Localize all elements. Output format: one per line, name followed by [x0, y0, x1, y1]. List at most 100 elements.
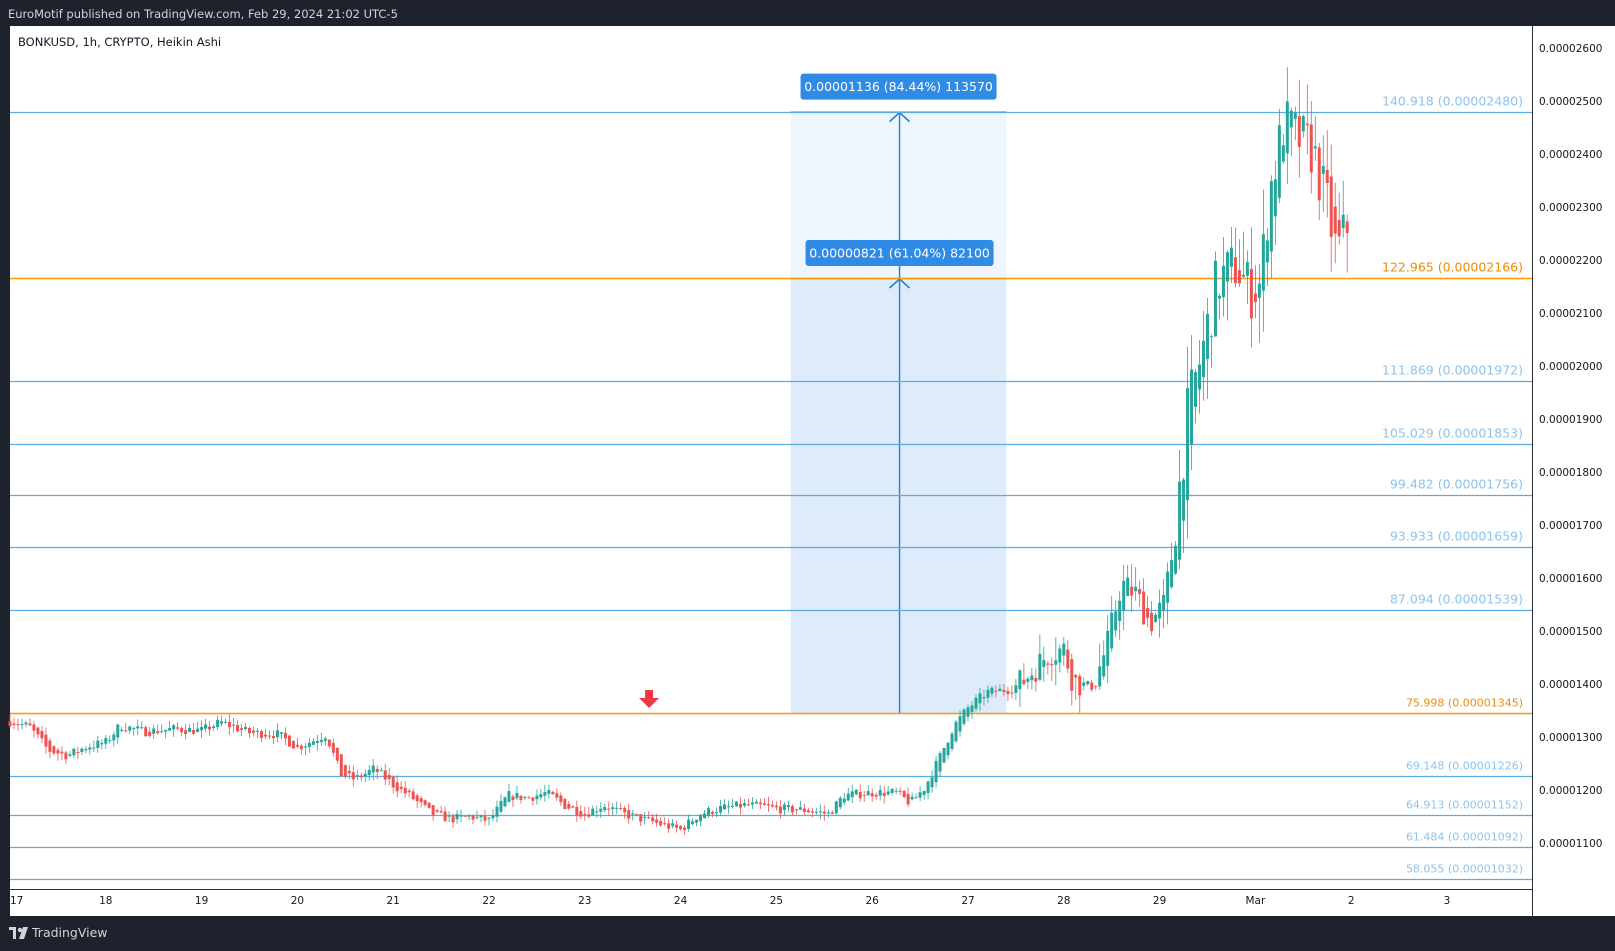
- candle-body: [1217, 295, 1221, 299]
- candle-body: [575, 806, 579, 816]
- candle-body: [770, 804, 774, 807]
- candle-body: [487, 817, 491, 819]
- fib-level-label: 61.484 (0.00001092): [1406, 831, 1523, 844]
- candle-body: [850, 791, 854, 798]
- measure-label-bg: [800, 73, 997, 100]
- candle-body: [970, 705, 974, 713]
- price-tick-label: 0.00002500: [1539, 96, 1602, 108]
- candle-body: [132, 728, 136, 730]
- candle-body: [1006, 690, 1010, 695]
- candle-body: [116, 724, 120, 738]
- candle-body: [148, 731, 152, 736]
- fib-levels[interactable]: 140.918 (0.00002480) 122.965 (0.00002166)…: [10, 94, 1532, 881]
- tradingview-brand[interactable]: TradingView: [32, 925, 108, 940]
- candle-body: [1221, 265, 1225, 298]
- candle-body: [1261, 234, 1265, 291]
- candle-body: [32, 724, 36, 731]
- candle-body: [978, 693, 982, 704]
- candle-body: [319, 739, 323, 743]
- candle-body: [1130, 586, 1134, 596]
- candle-body: [419, 798, 423, 803]
- candle-body: [236, 725, 240, 732]
- candle-body: [255, 730, 259, 732]
- candle-body: [1054, 660, 1058, 665]
- price-tick-label: 0.00001400: [1539, 679, 1602, 691]
- candle-body: [738, 803, 742, 808]
- price-tick-label: 0.00002000: [1539, 361, 1602, 373]
- candle-body: [20, 724, 24, 726]
- candle-body: [1190, 369, 1194, 445]
- candle-body: [279, 732, 283, 734]
- candle-body: [1170, 560, 1174, 588]
- candle-body: [523, 797, 527, 799]
- candle-body: [1026, 678, 1030, 682]
- time-tick-label: 20: [291, 895, 304, 907]
- candle-body: [679, 826, 683, 830]
- candle-body: [1194, 372, 1198, 407]
- candle-body: [84, 748, 88, 751]
- candle-body: [1098, 666, 1102, 687]
- candle-body: [112, 734, 116, 741]
- candle-body: [495, 806, 499, 817]
- candle-body: [683, 827, 687, 831]
- candle-body: [1325, 169, 1329, 183]
- tradingview-logo-icon[interactable]: [8, 925, 34, 941]
- candle-body: [750, 802, 754, 805]
- candle-body: [411, 791, 415, 800]
- candle-body: [188, 727, 192, 733]
- candle-body: [52, 746, 56, 754]
- candle-body: [224, 721, 228, 723]
- candle-body: [990, 687, 994, 694]
- candle-body: [311, 741, 315, 745]
- candle-body: [499, 800, 503, 812]
- price-tick-label: 0.00002100: [1539, 308, 1602, 320]
- candle-body: [1106, 630, 1110, 666]
- candle-body: [1337, 220, 1341, 237]
- candle-body: [1050, 664, 1054, 666]
- candle-body: [415, 795, 419, 802]
- price-tick-label: 0.00001100: [1539, 838, 1602, 850]
- candle-body: [543, 792, 547, 796]
- candle-body: [1134, 586, 1138, 592]
- candle-body: [515, 792, 519, 799]
- time-tick-label: 23: [578, 895, 591, 907]
- candle-body: [547, 789, 551, 794]
- candle-body: [1022, 679, 1026, 684]
- candle-body: [104, 738, 108, 744]
- candle-body: [68, 754, 72, 756]
- candle-body: [774, 805, 778, 808]
- measurement-zone[interactable]: [790, 111, 1007, 714]
- candle-body: [192, 729, 196, 734]
- candle-body: [228, 722, 232, 728]
- time-tick-label: 27: [961, 895, 974, 907]
- publication-header: EuroMotif published on TradingView.com, …: [0, 0, 1615, 26]
- candle-body: [659, 821, 663, 826]
- candle-body: [727, 806, 730, 808]
- candle-body: [180, 728, 184, 733]
- candle-body: [786, 805, 790, 808]
- candle-body: [108, 739, 112, 741]
- candle-body: [1034, 677, 1038, 682]
- candle-body: [858, 792, 862, 799]
- candle-body: [830, 812, 834, 814]
- candle-body: [275, 730, 279, 738]
- candle-body: [1281, 145, 1285, 162]
- candles[interactable]: [8, 67, 1349, 835]
- fib-level-label: 111.869 (0.00001972): [1382, 363, 1523, 378]
- candle-body: [451, 816, 455, 823]
- time-tick-label: 28: [1057, 895, 1070, 907]
- symbol-legend[interactable]: BONKUSD, 1h, CRYPTO, Heikin Ashi: [18, 35, 222, 49]
- candle-body: [946, 742, 950, 756]
- footer-bar: TradingView: [0, 916, 1615, 951]
- candle-body: [335, 747, 339, 761]
- annotations[interactable]: 0.00001136 (84.44%) 113570 0.00000821 (61…: [639, 73, 997, 708]
- time-axis[interactable]: 17 18 19 20 21 22 23 24 25 26 27 28 29 Mar 2 3: [10, 889, 1532, 916]
- candle-body: [918, 792, 922, 798]
- price-tick-label: 0.00001800: [1539, 467, 1602, 479]
- time-tick-label: 21: [387, 895, 400, 907]
- candle-body: [639, 814, 643, 822]
- candle-body: [56, 749, 60, 754]
- candle-body: [1209, 336, 1213, 338]
- price-axis[interactable]: 0.00001100 0.00001200 0.00001300 0.00001400…: [1532, 26, 1615, 916]
